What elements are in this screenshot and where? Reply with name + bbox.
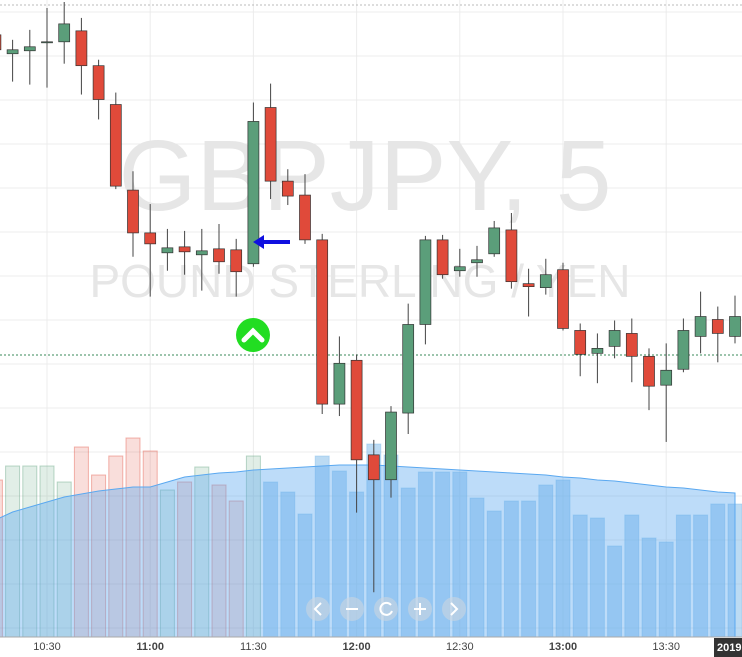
candle-body <box>660 369 673 386</box>
zoom-out-button[interactable] <box>340 597 364 621</box>
x-tick-label: 13:30 <box>652 641 680 653</box>
candle-body <box>230 249 243 273</box>
scroll-right-button[interactable] <box>442 597 466 621</box>
arrow-marker <box>253 235 290 249</box>
x-tick-label: 11:00 <box>136 641 164 653</box>
date-tag-box <box>714 638 742 657</box>
signal-icon <box>236 318 270 352</box>
candle-body <box>557 269 569 329</box>
x-tick-label: 11:30 <box>240 641 267 653</box>
candle-body <box>677 330 690 370</box>
watermark-title: GBPJPY, 5 <box>119 120 612 232</box>
volume-layer <box>0 437 742 638</box>
candle-body <box>643 355 655 387</box>
candle-body <box>299 194 311 241</box>
candle-body <box>505 229 518 283</box>
candle-body <box>367 454 380 481</box>
candle-body <box>0 34 2 51</box>
candle-body <box>316 239 329 405</box>
candle-body <box>694 316 707 337</box>
candle-body <box>195 250 208 256</box>
candle-body <box>178 246 191 253</box>
candle-body <box>625 333 638 357</box>
zoom-controls <box>306 597 466 621</box>
candle-body <box>213 248 225 263</box>
candle-body <box>574 330 587 355</box>
x-tick-label: 10:30 <box>33 641 61 653</box>
scroll-left-button[interactable] <box>306 597 330 621</box>
candle-body <box>144 232 157 245</box>
candle-body <box>58 23 71 43</box>
candle-body <box>453 266 466 272</box>
candle-body <box>591 348 604 354</box>
time-axis: 10:30 11:00 11:30 12:00 12:30 13:00 13:30 <box>33 641 680 653</box>
candle-body <box>471 259 483 264</box>
x-tick-label: 13:00 <box>549 641 577 653</box>
candle-body <box>350 359 363 461</box>
candle-body <box>109 104 122 187</box>
zoom-in-button[interactable] <box>408 597 432 621</box>
candle-body <box>41 41 53 44</box>
candle-body <box>402 324 415 414</box>
candle-body <box>522 283 535 287</box>
candle-body <box>608 330 621 347</box>
candle-body <box>281 180 294 197</box>
candle-body <box>264 107 277 182</box>
candle-body <box>711 319 724 334</box>
candle-body <box>6 49 19 55</box>
candle-body <box>127 189 139 234</box>
candle-body <box>75 30 88 67</box>
date-tag: 2019 <box>717 642 741 654</box>
reset-button[interactable] <box>374 597 398 621</box>
x-tick-label: 12:30 <box>446 641 474 653</box>
candle-body <box>333 362 346 405</box>
candle-body <box>161 247 174 254</box>
candle-body <box>539 274 552 288</box>
candle-body <box>385 411 397 481</box>
volume-bar <box>0 479 3 638</box>
candle-body <box>488 227 501 255</box>
candle-body <box>92 65 105 100</box>
candle-layer <box>0 1 741 593</box>
candle-body <box>419 239 432 325</box>
volume-ma-area <box>0 464 736 638</box>
x-tick-label: 12:00 <box>343 641 371 653</box>
candle-body <box>247 121 260 265</box>
candle-body <box>729 316 741 337</box>
candle-body <box>436 239 449 276</box>
candle-body <box>23 46 36 52</box>
